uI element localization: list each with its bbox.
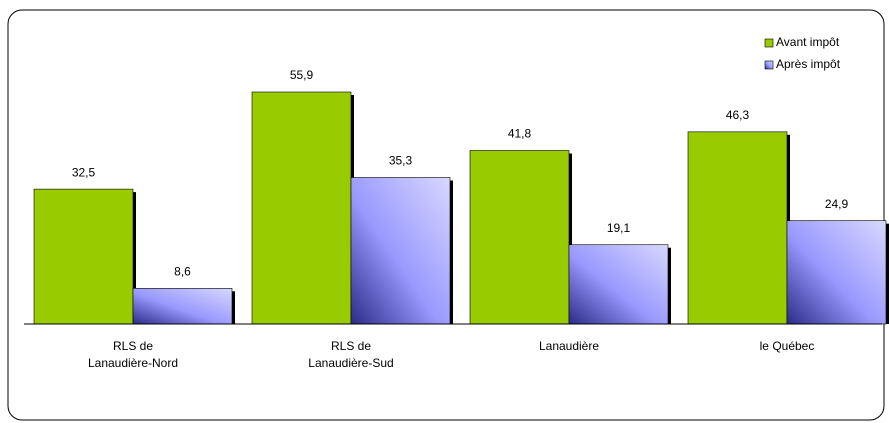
bar bbox=[786, 220, 887, 325]
x-tick-label: le Québec bbox=[759, 339, 815, 353]
legend-label: Avant impôt bbox=[776, 35, 840, 49]
bar bbox=[350, 177, 451, 325]
value-label: 55,9 bbox=[290, 68, 314, 82]
bar bbox=[687, 131, 788, 325]
value-label: 35,3 bbox=[389, 154, 413, 168]
value-label: 32,5 bbox=[72, 165, 96, 179]
value-label: 46,3 bbox=[726, 108, 750, 122]
legend-swatch bbox=[764, 38, 774, 48]
value-label: 41,8 bbox=[508, 127, 532, 141]
x-tick-label: Lanaudière bbox=[538, 339, 600, 353]
legend-swatch bbox=[764, 60, 774, 70]
x-tick-label: RLS de Lanaudière-Nord bbox=[87, 339, 179, 370]
value-label: 19,1 bbox=[607, 221, 631, 235]
bar bbox=[132, 288, 233, 325]
value-label: 24,9 bbox=[825, 197, 849, 211]
legend-label: Après impôt bbox=[776, 57, 841, 71]
value-label: 8,6 bbox=[174, 264, 191, 278]
bar bbox=[251, 91, 352, 325]
x-tick-label: RLS de Lanaudière-Sud bbox=[308, 339, 394, 370]
bar bbox=[469, 150, 570, 325]
bar bbox=[33, 188, 134, 325]
bar bbox=[568, 244, 669, 325]
